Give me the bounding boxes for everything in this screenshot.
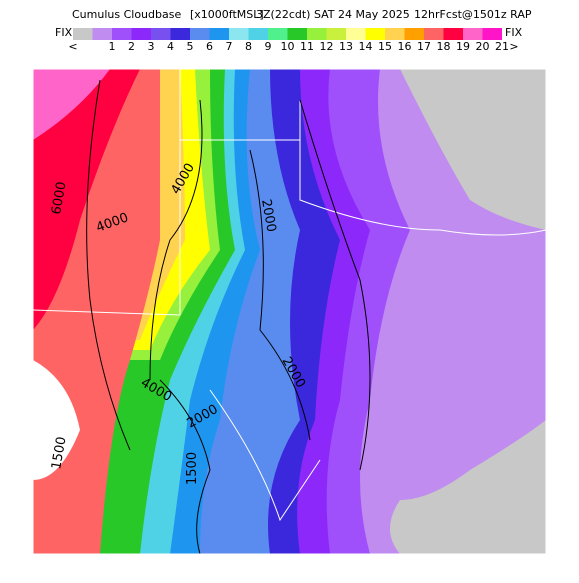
color-swatch [248, 28, 268, 40]
color-swatch [287, 28, 307, 40]
color-label-end: > [509, 40, 518, 53]
color-label: 3 [148, 40, 155, 53]
color-swatch [463, 28, 483, 40]
field-missing [33, 360, 80, 480]
color-label: 19 [456, 40, 470, 53]
color-label: 15 [378, 40, 392, 53]
color-label: < [68, 40, 77, 53]
color-label: 14 [359, 40, 373, 53]
color-swatch [151, 28, 171, 40]
color-label: 20 [476, 40, 490, 53]
color-swatch [404, 28, 424, 40]
contour-label: 2000 [258, 198, 279, 233]
color-label: 9 [265, 40, 272, 53]
color-label: 21 [495, 40, 509, 53]
forecast: 12hrFcst@1501z RAP [414, 8, 532, 21]
color-label: 4 [167, 40, 174, 53]
field-20 [33, 69, 110, 140]
color-label: 2 [128, 40, 135, 53]
color-swatch [209, 28, 229, 40]
color-swatch [385, 28, 405, 40]
contour-label: 1500 [49, 435, 70, 470]
field-19 [33, 69, 140, 330]
contour-label: 1500 [185, 452, 200, 485]
borders [33, 69, 546, 522]
color-label: 8 [245, 40, 252, 53]
color-swatch [307, 28, 327, 40]
map: 6000 4000 4000 2000 2000 4000 2000 1500 … [33, 69, 546, 554]
color-swatch [443, 28, 463, 40]
colorbar: <1 2 3 4 5 6 7 8 9 10 11 12 13 14 15 16 17 18 19 20 21 > [68, 28, 519, 53]
color-label: 5 [187, 40, 194, 53]
units: [x1000ftMSL] [190, 8, 264, 21]
color-swatch [229, 28, 249, 40]
header: Cumulus Cloudbase [x1000ftMSL] 3Z(22cdt)… [55, 8, 532, 39]
color-swatch [112, 28, 132, 40]
color-swatch [482, 28, 502, 40]
color-swatch [170, 28, 190, 40]
color-swatch [326, 28, 346, 40]
color-swatch [268, 28, 288, 40]
color-swatch [424, 28, 444, 40]
color-swatch [346, 28, 366, 40]
color-swatch [131, 28, 151, 40]
color-label: 18 [437, 40, 451, 53]
color-label: 16 [398, 40, 412, 53]
fix-right: FIX [505, 26, 523, 39]
title: Cumulus Cloudbase [72, 8, 181, 21]
color-swatch [365, 28, 385, 40]
color-label: 17 [417, 40, 431, 53]
color-label: 6 [206, 40, 213, 53]
color-label: 7 [226, 40, 233, 53]
contour-label: 6000 [49, 180, 70, 215]
fix-left: FIX [55, 26, 73, 39]
color-label: 12 [320, 40, 334, 53]
color-swatch [92, 28, 112, 40]
color-swatch [73, 28, 93, 40]
contours [86, 79, 371, 554]
color-label: 10 [281, 40, 295, 53]
color-label: 13 [339, 40, 353, 53]
color-swatch [190, 28, 210, 40]
color-label: 1 [109, 40, 116, 53]
color-label: 11 [300, 40, 314, 53]
map-frame [32, 68, 547, 555]
valid-time: 3Z(22cdt) SAT 24 May 2025 [256, 8, 410, 21]
